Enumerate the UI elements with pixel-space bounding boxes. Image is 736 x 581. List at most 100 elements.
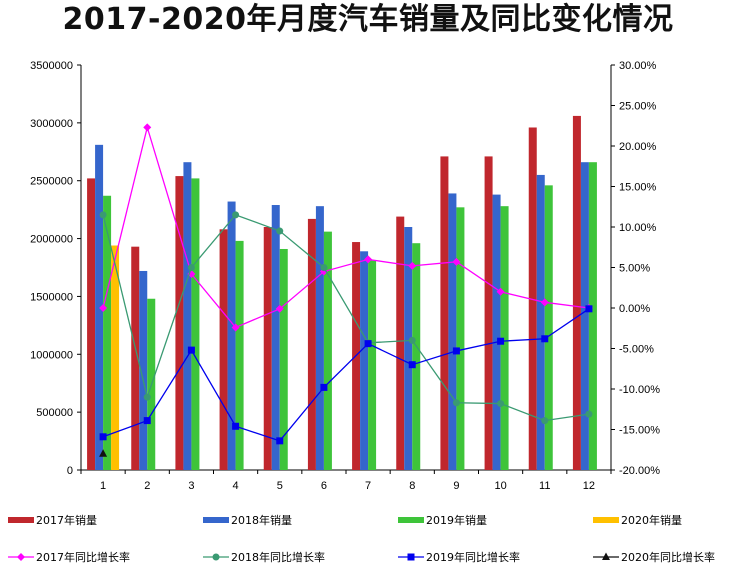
bar <box>131 246 140 470</box>
bar <box>139 270 148 470</box>
legend-swatch <box>203 517 229 523</box>
left-tick-label: 3000000 <box>30 118 73 130</box>
legend-swatch <box>398 517 424 523</box>
line-point <box>232 422 240 430</box>
legend-label: 2019年销量 <box>426 513 487 527</box>
legend-label: 2017年同比增长率 <box>36 550 130 564</box>
line-point <box>541 335 549 343</box>
bar <box>536 174 545 470</box>
bar <box>484 156 493 470</box>
legend-label: 2018年同比增长率 <box>231 550 325 564</box>
legend-swatch <box>8 517 34 523</box>
bar <box>95 144 104 471</box>
bar <box>404 227 413 470</box>
bar <box>219 229 228 470</box>
line-point <box>602 552 610 560</box>
series-line <box>102 124 589 329</box>
legend-swatch <box>593 517 619 523</box>
bar <box>360 251 369 470</box>
line-point <box>364 340 372 348</box>
line-point <box>541 417 549 425</box>
bar <box>396 216 405 470</box>
bar <box>492 194 501 470</box>
line-point <box>187 264 195 271</box>
series-line <box>102 214 590 422</box>
bar <box>87 178 96 470</box>
line-point <box>496 287 505 296</box>
line-point <box>320 264 328 271</box>
bar <box>500 206 509 470</box>
left-tick-label: 1500000 <box>30 291 73 303</box>
bar <box>263 227 272 470</box>
right-tick-label: 15.00% <box>619 182 657 194</box>
x-tick-label: 10 <box>494 480 506 492</box>
bar <box>544 185 553 471</box>
bar <box>368 260 377 470</box>
legend-label: 2017年销量 <box>36 513 97 527</box>
line-point <box>17 553 25 561</box>
axes-layer: 0 500000 1000000 1500000 2000000 2500000 30000… <box>30 60 660 492</box>
left-tick-label: 3500000 <box>30 60 73 72</box>
line-point <box>99 304 108 312</box>
right-tick-label: -10.00% <box>619 384 660 396</box>
bar <box>448 193 457 470</box>
line-point <box>497 337 505 345</box>
x-tick-label: 8 <box>409 480 415 492</box>
line-point <box>452 399 460 407</box>
x-tick-label: 4 <box>233 480 239 492</box>
legend-label: 2018年销量 <box>231 513 292 527</box>
line-point <box>497 400 505 408</box>
line-point <box>232 211 240 219</box>
chart-title: 2017-2020年月度汽车销量及同比变化情况 <box>62 2 674 37</box>
right-tick-label: -20.00% <box>619 465 660 477</box>
line-point <box>143 417 151 425</box>
x-tick-label: 3 <box>188 480 194 492</box>
line-point <box>143 393 151 401</box>
x-tick-label: 2 <box>144 480 150 492</box>
line-point <box>540 298 549 307</box>
x-tick-label: 11 <box>539 480 550 492</box>
x-tick-label: 9 <box>453 480 459 492</box>
left-tick-label: 500000 <box>36 407 73 419</box>
bar <box>440 156 449 470</box>
line-point <box>364 255 373 264</box>
line-point <box>408 361 416 369</box>
line-point <box>275 304 284 313</box>
left-tick-label: 2000000 <box>30 234 73 246</box>
line-point <box>407 553 415 561</box>
left-tick-label: 1000000 <box>30 349 73 361</box>
line-point <box>99 211 107 219</box>
line-point <box>99 433 107 441</box>
bar <box>183 162 192 470</box>
line-point <box>408 336 416 344</box>
line-point <box>452 257 461 266</box>
line-point <box>99 449 108 457</box>
bars-layer <box>87 115 597 471</box>
x-tick-label: 6 <box>321 480 327 492</box>
right-tick-label: 20.00% <box>619 141 657 153</box>
line-point <box>276 227 284 235</box>
series-line <box>102 308 590 442</box>
line-point <box>585 305 593 313</box>
bar <box>235 240 244 470</box>
bar <box>323 231 332 470</box>
line-point <box>585 410 593 418</box>
line-point <box>408 261 417 270</box>
line-point <box>231 323 240 332</box>
x-tick-label: 12 <box>583 480 595 492</box>
right-tick-label: 0.00% <box>619 303 650 315</box>
bar <box>528 127 537 470</box>
line-point <box>276 437 284 445</box>
right-tick-label: 30.00% <box>619 60 657 72</box>
x-tick-label: 5 <box>277 480 283 492</box>
right-tick-label: 10.00% <box>619 222 657 234</box>
bar <box>175 176 184 471</box>
legend-label: 2020年同比增长率 <box>621 550 715 564</box>
legend: 2017年销量 2018年销量 2019年销量 2020年销量 2017年同比增长率 20… <box>8 513 715 564</box>
bar <box>572 115 581 471</box>
bar <box>315 206 324 470</box>
legend-label: 2019年同比增长率 <box>426 550 520 564</box>
bar <box>111 245 120 470</box>
bar <box>271 205 280 470</box>
right-tick-label: -15.00% <box>619 425 660 437</box>
